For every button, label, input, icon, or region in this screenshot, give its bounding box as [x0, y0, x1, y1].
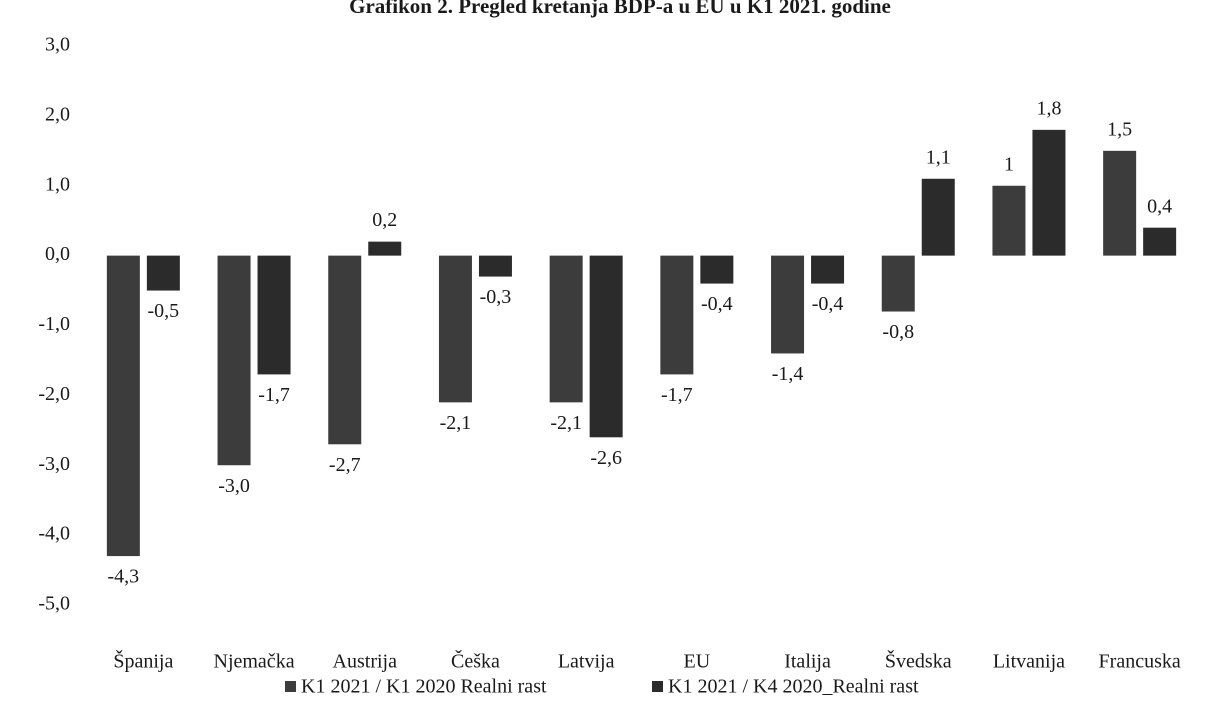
- y-tick-label: -2,0: [38, 383, 70, 405]
- bar: [106, 255, 140, 557]
- bar: [328, 255, 362, 445]
- bar: [992, 185, 1026, 256]
- data-label: -0,8: [882, 321, 914, 343]
- data-label: 1,5: [1107, 118, 1132, 140]
- data-label: 1,8: [1036, 97, 1061, 119]
- y-tick-label: 0,0: [45, 243, 70, 265]
- x-tick-label: Francuska: [1099, 651, 1181, 673]
- bar: [217, 255, 251, 466]
- data-label: 0,4: [1147, 195, 1172, 217]
- bar: [700, 255, 734, 284]
- bar: [146, 255, 180, 291]
- x-tick-label: Češka: [451, 649, 500, 673]
- x-tick-label: Latvija: [558, 651, 615, 673]
- bar: [368, 241, 402, 256]
- x-tick-label: Austrija: [333, 651, 398, 673]
- bar: [811, 255, 845, 284]
- x-tick-label: Njemačka: [214, 651, 295, 673]
- legend-swatch: [285, 681, 296, 692]
- data-label: -4,3: [108, 566, 140, 588]
- data-label: -2,1: [440, 412, 472, 434]
- bar: [921, 178, 955, 256]
- data-label: 0,2: [372, 209, 397, 231]
- y-tick-label: 3,0: [45, 34, 70, 56]
- data-label: 1,1: [926, 146, 951, 168]
- data-label: -3,0: [218, 475, 250, 497]
- y-tick-label: -4,0: [38, 523, 70, 545]
- chart-title: Grafikon 2. Pregled kretanja BDP-a u EU …: [349, 0, 891, 18]
- x-tick-label: Švedska: [885, 649, 952, 673]
- data-label: -0,5: [148, 300, 180, 322]
- legend-label: K1 2021 / K4 2020_Realni rast: [668, 676, 919, 698]
- bar: [881, 255, 915, 312]
- bar: [1032, 129, 1066, 256]
- data-label: 1: [1004, 153, 1014, 175]
- x-tick-label: EU: [684, 651, 711, 673]
- legend-swatch: [652, 681, 663, 692]
- data-label: -1,4: [772, 363, 804, 385]
- data-label: -0,4: [701, 293, 733, 315]
- data-label: -0,4: [812, 293, 844, 315]
- y-tick-label: -5,0: [38, 593, 70, 615]
- bar: [589, 255, 623, 438]
- legend-label: K1 2021 / K1 2020 Realni rast: [301, 676, 547, 698]
- bar: [660, 255, 694, 375]
- bar: [1143, 227, 1177, 256]
- data-label: -1,7: [258, 384, 290, 406]
- bar: [771, 255, 805, 354]
- data-label: -2,6: [590, 447, 622, 469]
- bar: [478, 255, 512, 277]
- y-tick-label: -1,0: [38, 313, 70, 335]
- data-label: -0,3: [480, 286, 512, 308]
- data-label: -2,7: [329, 454, 361, 476]
- x-tick-label: Španija: [113, 649, 173, 673]
- bar: [549, 255, 583, 403]
- bar: [1103, 150, 1137, 256]
- y-tick-label: -3,0: [38, 453, 70, 475]
- x-tick-label: Litvanija: [993, 651, 1065, 673]
- y-tick-label: 1,0: [45, 173, 70, 195]
- bar: [257, 255, 291, 375]
- bar: [438, 255, 472, 403]
- data-label: -2,1: [550, 412, 582, 434]
- data-label: -1,7: [661, 384, 693, 406]
- x-tick-label: Italija: [784, 651, 831, 673]
- y-tick-label: 2,0: [45, 103, 70, 125]
